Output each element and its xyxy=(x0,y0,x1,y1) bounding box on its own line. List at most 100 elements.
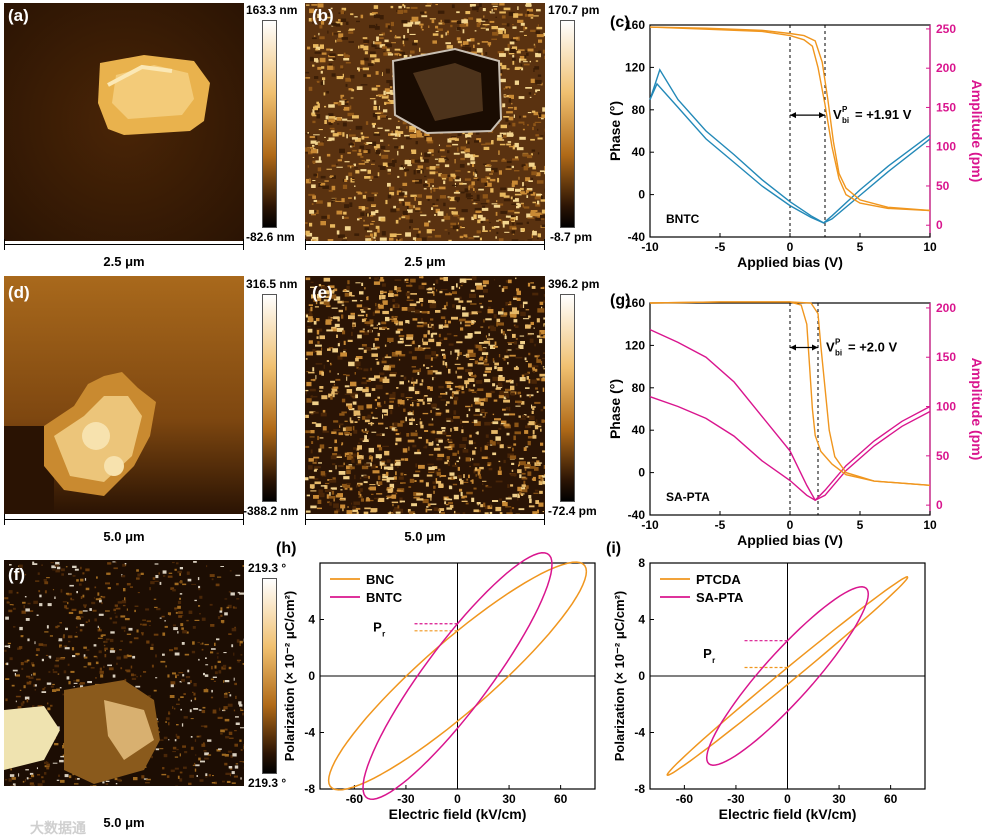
y2-tick-label: 50 xyxy=(936,179,950,193)
panel-label-a: (a) xyxy=(8,6,29,25)
y-tick-label: 120 xyxy=(625,338,645,352)
x-tick-label: 30 xyxy=(502,792,516,806)
x-tick-label: 0 xyxy=(787,518,794,532)
afm-image-a xyxy=(4,3,244,241)
y-axis-label: Polarization (× 10⁻² μC/cm²) xyxy=(612,591,627,762)
y2-tick-label: 150 xyxy=(936,100,956,114)
chart-h: -60 -30 0 30 60 -8 -4 0 4 Electric field (kV/cm) P… xyxy=(276,540,596,822)
y-tick-label: 0 xyxy=(308,669,315,683)
y-tick-label: 4 xyxy=(308,613,315,627)
y-axis-label: Phase (°) xyxy=(607,379,623,439)
y-tick-label: 120 xyxy=(625,60,645,74)
y2-axis-label: Amplitude (pm) xyxy=(969,358,985,461)
y-tick-label: 0 xyxy=(638,466,645,480)
colorbar-b xyxy=(560,20,575,228)
vbi-value: = +2.0 V xyxy=(848,340,897,355)
x-tick-label: 5 xyxy=(857,518,864,532)
y2-axis-label: Amplitude (pm) xyxy=(969,80,985,183)
panel-label-i: (i) xyxy=(606,540,621,557)
y2-tick-label: 150 xyxy=(936,350,956,364)
vbi-sub: bi xyxy=(835,349,842,358)
vbi-arrowhead-left xyxy=(790,112,796,119)
scalebar-e xyxy=(305,514,545,525)
amplitude-reverse xyxy=(649,82,931,224)
afm-image-d xyxy=(4,276,244,514)
x-axis-label: Electric field (kV/cm) xyxy=(389,806,527,822)
amplitude-forward xyxy=(649,68,931,224)
y-tick-label: 40 xyxy=(632,423,646,437)
x-tick-label: 0 xyxy=(454,792,461,806)
sample-label: SA-PTA xyxy=(666,490,710,504)
colorbar-d-min: -388.2 nm xyxy=(243,504,299,518)
pr-label: P xyxy=(373,619,382,634)
x-tick-label: 5 xyxy=(857,240,864,254)
y2-tick-label: 250 xyxy=(936,22,956,36)
vbi-arrowhead-right xyxy=(819,112,825,119)
x-tick-label: -10 xyxy=(641,240,659,254)
vbi-sup: P xyxy=(842,105,848,114)
loop-bnc xyxy=(327,561,588,791)
x-tick-label: 60 xyxy=(884,792,898,806)
x-tick-label: 10 xyxy=(923,240,937,254)
chart-g: -10 -5 0 5 10 -40 0 40 80 120 160 0 50 100 150 200 Appli… xyxy=(607,292,985,548)
y-tick-label: 4 xyxy=(638,613,645,627)
vbi-sub: bi xyxy=(842,116,849,125)
scalebar-d xyxy=(4,514,244,525)
x-tick-label: -10 xyxy=(641,518,659,532)
y-tick-label: 8 xyxy=(638,556,645,570)
panel-label-h: (h) xyxy=(276,540,296,557)
colorbar-f-max: 219.3 ° xyxy=(248,561,287,575)
x-tick-label: 10 xyxy=(923,518,937,532)
y-tick-label: -40 xyxy=(628,508,646,522)
vbi-arrowhead-right xyxy=(812,344,818,351)
panel-label-e: (e) xyxy=(312,283,333,302)
colorbar-b-min: -8.7 pm xyxy=(550,230,593,244)
chart-c: -10 -5 0 5 10 -40 0 40 80 120 160 0 50 100 150 200 250 Ap… xyxy=(607,14,985,270)
legend-label: SA-PTA xyxy=(696,590,744,605)
loop-ptcda xyxy=(666,576,909,776)
y-tick-label: 160 xyxy=(625,18,645,32)
colorbar-f-min: 219.3 ° xyxy=(248,776,287,790)
x-tick-label: -60 xyxy=(676,792,694,806)
scalebar-b-label: 2.5 μm xyxy=(404,254,446,269)
legend-label: PTCDA xyxy=(696,572,741,587)
x-tick-label: -30 xyxy=(727,792,745,806)
colorbar-d-max: 316.5 nm xyxy=(246,277,298,291)
y-axis-label: Phase (°) xyxy=(607,101,623,161)
colorbar-e-max: 396.2 pm xyxy=(548,277,600,291)
pr-sub: r xyxy=(382,629,385,638)
y-tick-label: -8 xyxy=(304,782,315,796)
x-tick-label: -30 xyxy=(397,792,415,806)
y2-tick-label: 200 xyxy=(936,301,956,315)
scalebar-a xyxy=(4,239,244,250)
scalebar-f-label: 5.0 μm xyxy=(103,815,145,830)
y-tick-label: -4 xyxy=(304,726,315,740)
colorbar-d xyxy=(262,294,277,502)
panel-label-d: (d) xyxy=(8,283,30,302)
legend-label: BNC xyxy=(366,572,395,587)
scalebar-e-label: 5.0 μm xyxy=(404,529,446,544)
y2-tick-label: 100 xyxy=(936,140,956,154)
pr-label: P xyxy=(703,646,712,661)
phase-reverse xyxy=(649,26,931,212)
colorbar-a-max: 163.3 nm xyxy=(246,3,298,17)
y-tick-label: 0 xyxy=(638,188,645,202)
afm-image-e xyxy=(305,276,545,514)
x-tick-label: -5 xyxy=(715,240,726,254)
scalebar-b xyxy=(305,239,545,250)
colorbar-a xyxy=(262,20,277,228)
vbi-arrowhead-left xyxy=(790,344,796,351)
phase-reverse xyxy=(649,301,931,486)
vbi-label: V xyxy=(826,340,835,355)
y2-tick-label: 200 xyxy=(936,61,956,75)
watermark: 大数据通 xyxy=(30,820,86,836)
y-tick-label: 160 xyxy=(625,296,645,310)
loop-sa-pta xyxy=(705,586,870,766)
x-tick-label: -60 xyxy=(346,792,364,806)
panel-label-g: (g) xyxy=(610,292,630,309)
x-tick-label: 0 xyxy=(784,792,791,806)
x-tick-label: 30 xyxy=(832,792,846,806)
chart-i: -60 -30 0 30 60 -8 -4 0 4 8 Electric field (kV/cm)… xyxy=(606,540,926,822)
x-tick-label: 60 xyxy=(554,792,568,806)
